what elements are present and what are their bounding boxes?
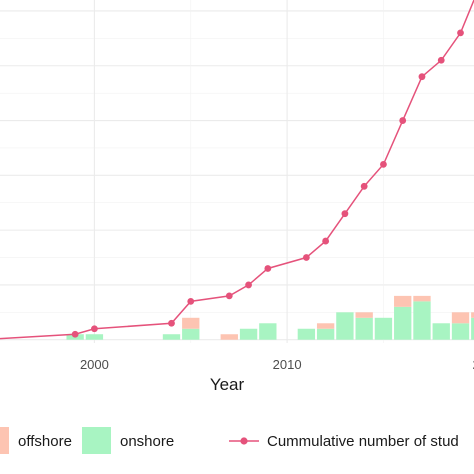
- bar-offshore: [316, 323, 335, 329]
- x-axis: 2000 2010 20: [80, 357, 474, 372]
- cumulative-point: [302, 254, 310, 261]
- cumulative-line-path: [0, 0, 474, 340]
- legend: offshore onshore Cummulative number of s…: [0, 427, 459, 454]
- bar-onshore: [162, 334, 181, 340]
- cumulative-point: [437, 56, 445, 64]
- x-tick-label: 20: [473, 357, 474, 372]
- cumulative-point: [457, 29, 464, 37]
- bar-onshore: [355, 317, 373, 340]
- bar-offshore: [220, 334, 238, 340]
- legend-key-offshore: [0, 427, 9, 454]
- bars: [66, 295, 474, 340]
- cumulative-line: [0, 0, 474, 340]
- bar-onshore: [316, 328, 335, 340]
- legend-key-cumulative-point: [240, 437, 248, 445]
- bar-onshore: [413, 301, 431, 340]
- cumulative-point: [187, 297, 195, 305]
- bar-onshore: [374, 317, 393, 340]
- grid: [0, 0, 474, 343]
- bar-offshore: [471, 312, 474, 318]
- cumulative-point: [380, 160, 387, 168]
- bar-onshore: [471, 317, 474, 340]
- cumulative-point: [399, 117, 407, 124]
- cumulative-point: [264, 265, 272, 272]
- cumulative-point: [322, 237, 330, 245]
- cumulative-point: [91, 325, 98, 333]
- x-tick-label: 2010: [273, 357, 302, 372]
- bar-onshore: [432, 323, 450, 340]
- bar-offshore: [355, 312, 373, 318]
- cumulative-point: [360, 182, 368, 190]
- cumulative-point: [245, 281, 252, 289]
- x-axis-title: Year: [210, 375, 245, 394]
- legend-label-offshore: offshore: [18, 433, 72, 450]
- bar-offshore: [451, 312, 470, 324]
- bar-onshore: [394, 306, 412, 340]
- bar-onshore: [182, 328, 200, 340]
- legend-key-onshore: [82, 427, 111, 454]
- cumulative-point: [225, 292, 233, 300]
- bar-onshore: [451, 323, 470, 340]
- bar-onshore: [336, 312, 354, 340]
- legend-label-onshore: onshore: [120, 433, 174, 450]
- cumulative-point: [71, 330, 79, 338]
- cumulative-point: [168, 319, 175, 327]
- bar-onshore: [85, 334, 104, 340]
- legend-label-cumulative: Cummulative number of stud: [267, 433, 459, 450]
- bar-onshore: [239, 328, 258, 340]
- bar-offshore: [394, 295, 412, 307]
- cumulative-point: [341, 210, 349, 218]
- x-tick-label: 2000: [80, 357, 109, 372]
- bar-offshore: [413, 295, 431, 302]
- cumulative-point: [418, 73, 426, 81]
- bar-onshore: [297, 328, 316, 340]
- bar-onshore: [259, 323, 277, 340]
- bar-offshore: [182, 317, 200, 329]
